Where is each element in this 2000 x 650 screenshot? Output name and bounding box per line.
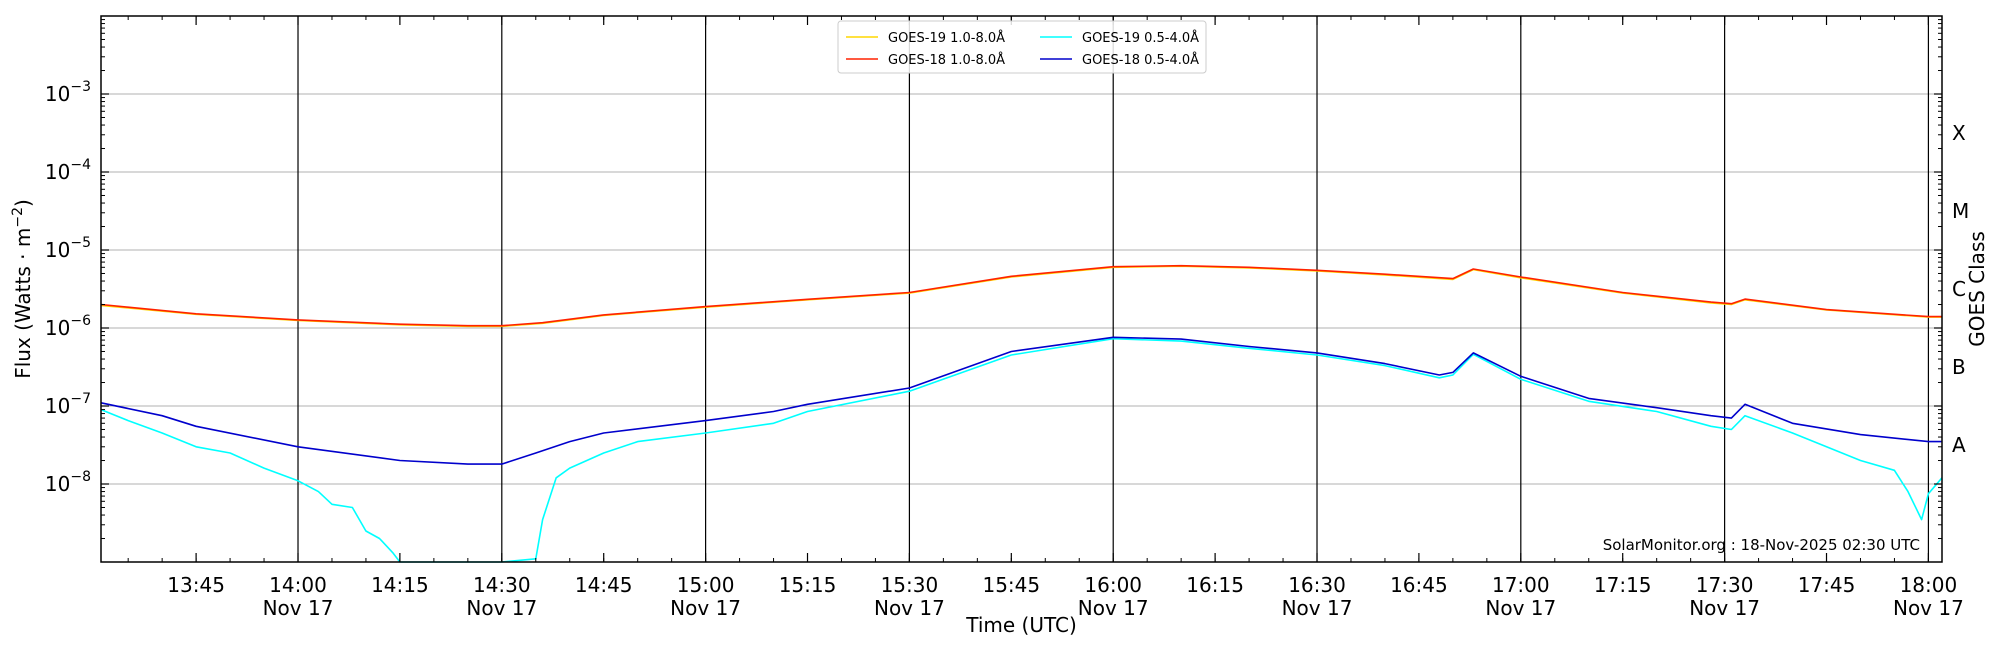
series-layer — [100, 264, 1943, 563]
x-tick-label: 17:15 — [1594, 573, 1652, 597]
y-tick-label: 10−8 — [45, 469, 91, 496]
goes-class-title: GOES Class — [1965, 231, 1989, 347]
series-line-3 — [100, 337, 1943, 563]
x-tick-label: 15:30 — [881, 573, 939, 597]
x-tick-label: 14:00 — [269, 573, 327, 597]
x-tick-label: Nov 17 — [1689, 596, 1760, 620]
x-tick-label: 14:45 — [575, 573, 633, 597]
y-axis-title: Flux (Watts · m−2) — [10, 199, 35, 379]
legend-box — [837, 20, 1207, 74]
credit-text: SolarMonitor.org : 18-Nov-2025 02:30 UTC — [1603, 536, 1920, 554]
y-tick-label: 10−7 — [45, 391, 91, 418]
series-line-2 — [100, 264, 1942, 327]
x-tick-label: 15:15 — [779, 573, 837, 597]
x-tick-label: 16:00 — [1084, 573, 1142, 597]
x-tick-label: 18:00 — [1900, 573, 1958, 597]
x-tick-label: 16:45 — [1390, 573, 1448, 597]
goes-class-label: C — [1952, 277, 1966, 301]
goes-class-label: A — [1952, 433, 1966, 457]
x-tick-label: 13:45 — [167, 573, 225, 597]
legend-label: GOES-19 0.5-4.0Å — [1082, 30, 1199, 46]
x-tick-label: Nov 17 — [1485, 596, 1556, 620]
y-tick-label: 10−5 — [45, 235, 91, 262]
x-tick-label: Nov 17 — [466, 596, 537, 620]
x-tick-label: 17:30 — [1696, 573, 1754, 597]
x-tick-label: 14:15 — [371, 573, 429, 597]
goes-class-axis: A B C M X — [1952, 121, 1969, 457]
x-tick-label: Nov 17 — [874, 596, 945, 620]
x-tick-label: 14:30 — [473, 573, 531, 597]
x-tick-label: 16:15 — [1186, 573, 1244, 597]
legend: GOES-19 1.0-8.0Å GOES-18 1.0-8.0Å GOES-19 … — [837, 20, 1207, 74]
series-line-4 — [100, 336, 1942, 465]
goes-class-label: X — [1952, 121, 1966, 145]
y-tick-label: 10−4 — [45, 157, 91, 184]
x-tick-label: 17:45 — [1798, 573, 1856, 597]
x-tick-label: Nov 17 — [1282, 596, 1353, 620]
y-tick-label: 10−6 — [45, 313, 91, 340]
legend-label: GOES-18 1.0-8.0Å — [888, 52, 1005, 68]
x-tick-label: Nov 17 — [670, 596, 741, 620]
plot-frame — [100, 15, 1943, 563]
goes-class-label: M — [1952, 199, 1969, 223]
x-tick-label: Nov 17 — [263, 596, 334, 620]
goes-class-label: B — [1952, 355, 1966, 379]
x-tick-label: Nov 17 — [1893, 596, 1964, 620]
x-tick-label: 17:00 — [1492, 573, 1550, 597]
x-tick-label: 15:45 — [982, 573, 1040, 597]
legend-label: GOES-19 1.0-8.0Å — [888, 30, 1005, 46]
legend-label: GOES-18 0.5-4.0Å — [1082, 52, 1199, 68]
x-tick-label: 16:30 — [1288, 573, 1346, 597]
y-axis: 10−8 10−7 10−6 10−5 10−4 10−3 — [45, 19, 1942, 540]
x-axis-title: Time (UTC) — [965, 613, 1077, 637]
grid-layer — [101, 16, 1942, 562]
y-tick-label: 10−3 — [45, 79, 91, 106]
x-tick-label: 15:00 — [677, 573, 735, 597]
x-tick-label: Nov 17 — [1078, 596, 1149, 620]
